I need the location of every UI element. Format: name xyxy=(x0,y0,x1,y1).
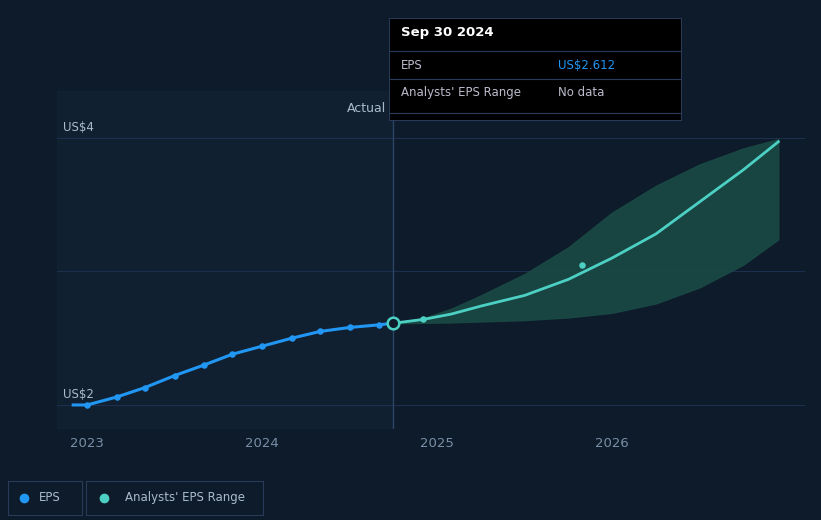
Point xyxy=(80,401,94,409)
Point xyxy=(110,393,123,401)
Text: US$4: US$4 xyxy=(62,121,94,134)
Point xyxy=(416,315,429,323)
Text: Analysts' EPS Range: Analysts' EPS Range xyxy=(401,86,521,99)
Point xyxy=(576,261,589,269)
Text: Analysts' EPS Range: Analysts' EPS Range xyxy=(125,491,245,504)
Point xyxy=(139,383,152,392)
Text: EPS: EPS xyxy=(39,491,61,504)
Point xyxy=(168,371,181,380)
Text: Actual: Actual xyxy=(347,102,387,115)
Point xyxy=(255,342,268,350)
Text: Sep 30 2024: Sep 30 2024 xyxy=(401,27,493,40)
Point xyxy=(314,327,327,335)
Text: US$2.612: US$2.612 xyxy=(558,59,616,72)
Bar xyxy=(57,91,393,429)
Text: No data: No data xyxy=(558,86,605,99)
Point xyxy=(286,334,299,342)
Point xyxy=(226,350,239,358)
Point xyxy=(387,319,400,328)
Text: Analysts Forecasts: Analysts Forecasts xyxy=(407,102,524,115)
Point xyxy=(198,361,211,369)
Text: US$2: US$2 xyxy=(62,388,94,401)
Point xyxy=(387,319,400,328)
Point xyxy=(343,323,356,332)
Point xyxy=(373,321,386,329)
Text: EPS: EPS xyxy=(401,59,423,72)
